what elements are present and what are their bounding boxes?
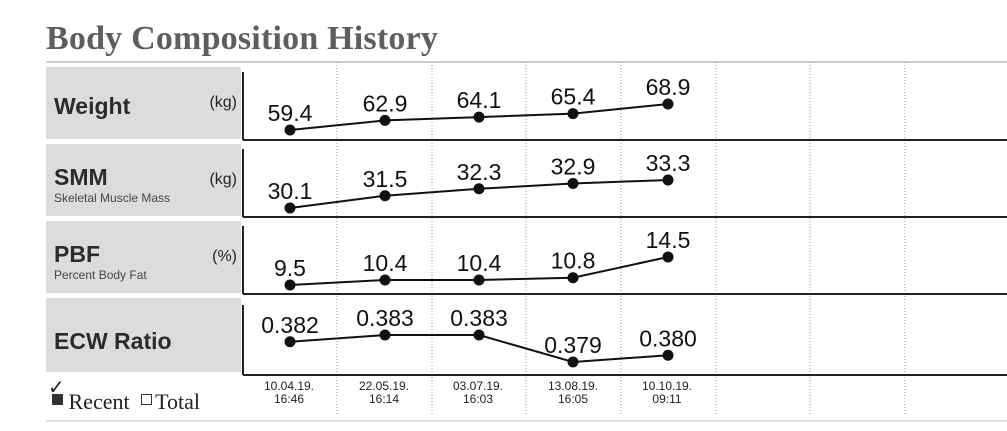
smm-point-1 bbox=[284, 202, 296, 214]
smm-sublabel: Skeletal Muscle Mass bbox=[54, 191, 171, 205]
row-separators bbox=[243, 139, 1007, 376]
weight-value-1: 59.4 bbox=[268, 100, 313, 126]
ecw-value-3: 0.383 bbox=[450, 305, 508, 331]
ecw-value-5: 0.380 bbox=[639, 325, 697, 351]
gridlines bbox=[336, 62, 906, 416]
ecw-value-4: 0.379 bbox=[544, 332, 602, 358]
weight-point-2 bbox=[379, 114, 391, 126]
smm-value-5: 33.3 bbox=[646, 150, 691, 176]
total-label: Total bbox=[155, 388, 200, 414]
weight-point-3 bbox=[473, 111, 485, 123]
weight-point-5 bbox=[662, 98, 674, 110]
ecw-point-5 bbox=[662, 349, 674, 361]
ecw-value-2: 0.383 bbox=[356, 305, 414, 331]
time-3: 16:03 bbox=[462, 392, 494, 406]
check-icon: ✓ bbox=[48, 374, 65, 399]
date-5: 10.10.19. bbox=[641, 379, 693, 393]
pbf-value-2: 10.4 bbox=[363, 250, 408, 276]
page-title: Body Composition History bbox=[46, 20, 439, 57]
smm-label-panel: SMM Skeletal Muscle Mass (kg) bbox=[46, 144, 241, 216]
weight-point-1 bbox=[284, 124, 296, 136]
time-2: 16:14 bbox=[368, 392, 400, 406]
pbf-point-1 bbox=[284, 279, 296, 291]
smm-point-5 bbox=[662, 174, 674, 186]
ecw-label: ECW Ratio bbox=[54, 328, 172, 354]
weight-unit: (kg) bbox=[209, 94, 237, 111]
date-label-2: 22.05.19. 16:14 bbox=[349, 380, 419, 406]
time-4: 16:05 bbox=[557, 392, 589, 406]
recent-option[interactable]: ✓ Recent bbox=[48, 375, 135, 414]
date-label-4: 13.08.19. 16:05 bbox=[538, 380, 608, 406]
weight-label-panel: Weight (kg) bbox=[46, 67, 241, 139]
time-5: 09:11 bbox=[652, 392, 682, 406]
date-4: 13.08.19. bbox=[547, 379, 599, 393]
ecw-point-1 bbox=[284, 336, 296, 348]
pbf-label: PBF bbox=[54, 241, 100, 267]
smm-value-1: 30.1 bbox=[268, 178, 313, 204]
smm-value-3: 32.3 bbox=[457, 159, 502, 185]
weight-value-3: 64.1 bbox=[457, 87, 502, 113]
pbf-value-3: 10.4 bbox=[457, 250, 502, 276]
ecw-point-3 bbox=[473, 329, 485, 341]
smm-point-2 bbox=[379, 190, 391, 202]
pbf-point-3 bbox=[473, 274, 485, 286]
ecw-label-panel: ECW Ratio bbox=[46, 298, 241, 372]
series-layer: 59.4 62.9 64.1 65.4 68.9 30.1 31.5 32.3 32.9 33.3… bbox=[261, 74, 697, 368]
legend: ✓ Recent Total bbox=[48, 375, 200, 415]
smm-value-2: 31.5 bbox=[363, 166, 408, 192]
pbf-label-panel: PBF Percent Body Fat (%) bbox=[46, 221, 241, 293]
smm-point-4 bbox=[567, 178, 579, 189]
pbf-value-4: 10.8 bbox=[551, 248, 596, 274]
date-label-5: 10.10.19. 09:11 bbox=[632, 380, 702, 406]
weight-value-4: 65.4 bbox=[551, 84, 596, 110]
smm-point-3 bbox=[473, 183, 485, 195]
smm-label: SMM bbox=[54, 164, 108, 190]
recent-checkbox[interactable] bbox=[52, 394, 63, 406]
pbf-unit: (%) bbox=[212, 248, 237, 265]
time-1: 16:46 bbox=[273, 392, 305, 406]
date-label-1: 10.04.19. 16:46 bbox=[254, 380, 324, 406]
date-1: 10.04.19. bbox=[263, 379, 315, 393]
smm-value-4: 32.9 bbox=[551, 154, 596, 180]
total-checkbox[interactable] bbox=[141, 394, 153, 406]
date-label-3: 03.07.19. 16:03 bbox=[443, 380, 513, 406]
weight-value-5: 68.9 bbox=[646, 74, 691, 100]
pbf-value-5: 14.5 bbox=[646, 227, 691, 253]
weight-point-4 bbox=[567, 108, 579, 120]
total-option[interactable]: Total bbox=[135, 387, 200, 414]
weight-value-2: 62.9 bbox=[363, 90, 408, 116]
ecw-value-1: 0.382 bbox=[261, 312, 319, 338]
smm-unit: (kg) bbox=[209, 171, 237, 188]
recent-label: Recent bbox=[68, 388, 130, 414]
date-3: 03.07.19. bbox=[452, 379, 504, 393]
weight-label: Weight bbox=[54, 93, 131, 119]
ecw-point-2 bbox=[379, 329, 391, 341]
ecw-point-4 bbox=[567, 356, 579, 368]
pbf-point-4 bbox=[567, 272, 579, 284]
pbf-value-1: 9.5 bbox=[274, 255, 306, 281]
pbf-point-5 bbox=[662, 251, 674, 263]
date-2: 22.05.19. bbox=[358, 379, 410, 393]
pbf-point-2 bbox=[379, 274, 391, 286]
pbf-sublabel: Percent Body Fat bbox=[54, 268, 147, 282]
